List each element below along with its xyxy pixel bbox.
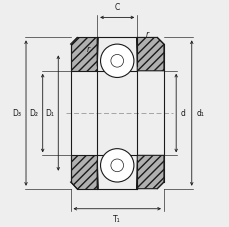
Text: D₃: D₃	[13, 109, 22, 118]
Polygon shape	[97, 160, 98, 189]
Text: r: r	[145, 30, 148, 39]
Polygon shape	[137, 155, 163, 189]
Polygon shape	[70, 37, 97, 71]
Text: r: r	[86, 45, 90, 54]
Polygon shape	[136, 160, 137, 189]
Text: d₁: d₁	[195, 109, 203, 118]
Text: D₁: D₁	[45, 109, 54, 118]
Text: C: C	[114, 3, 119, 12]
Circle shape	[100, 149, 133, 182]
Text: d: d	[180, 109, 185, 118]
Polygon shape	[137, 37, 163, 71]
Circle shape	[110, 159, 123, 172]
Text: D₂: D₂	[29, 109, 38, 118]
Circle shape	[110, 54, 123, 67]
Polygon shape	[70, 155, 97, 189]
Polygon shape	[97, 37, 98, 66]
Text: T₁: T₁	[113, 215, 120, 225]
Circle shape	[100, 44, 133, 77]
Polygon shape	[136, 37, 137, 66]
